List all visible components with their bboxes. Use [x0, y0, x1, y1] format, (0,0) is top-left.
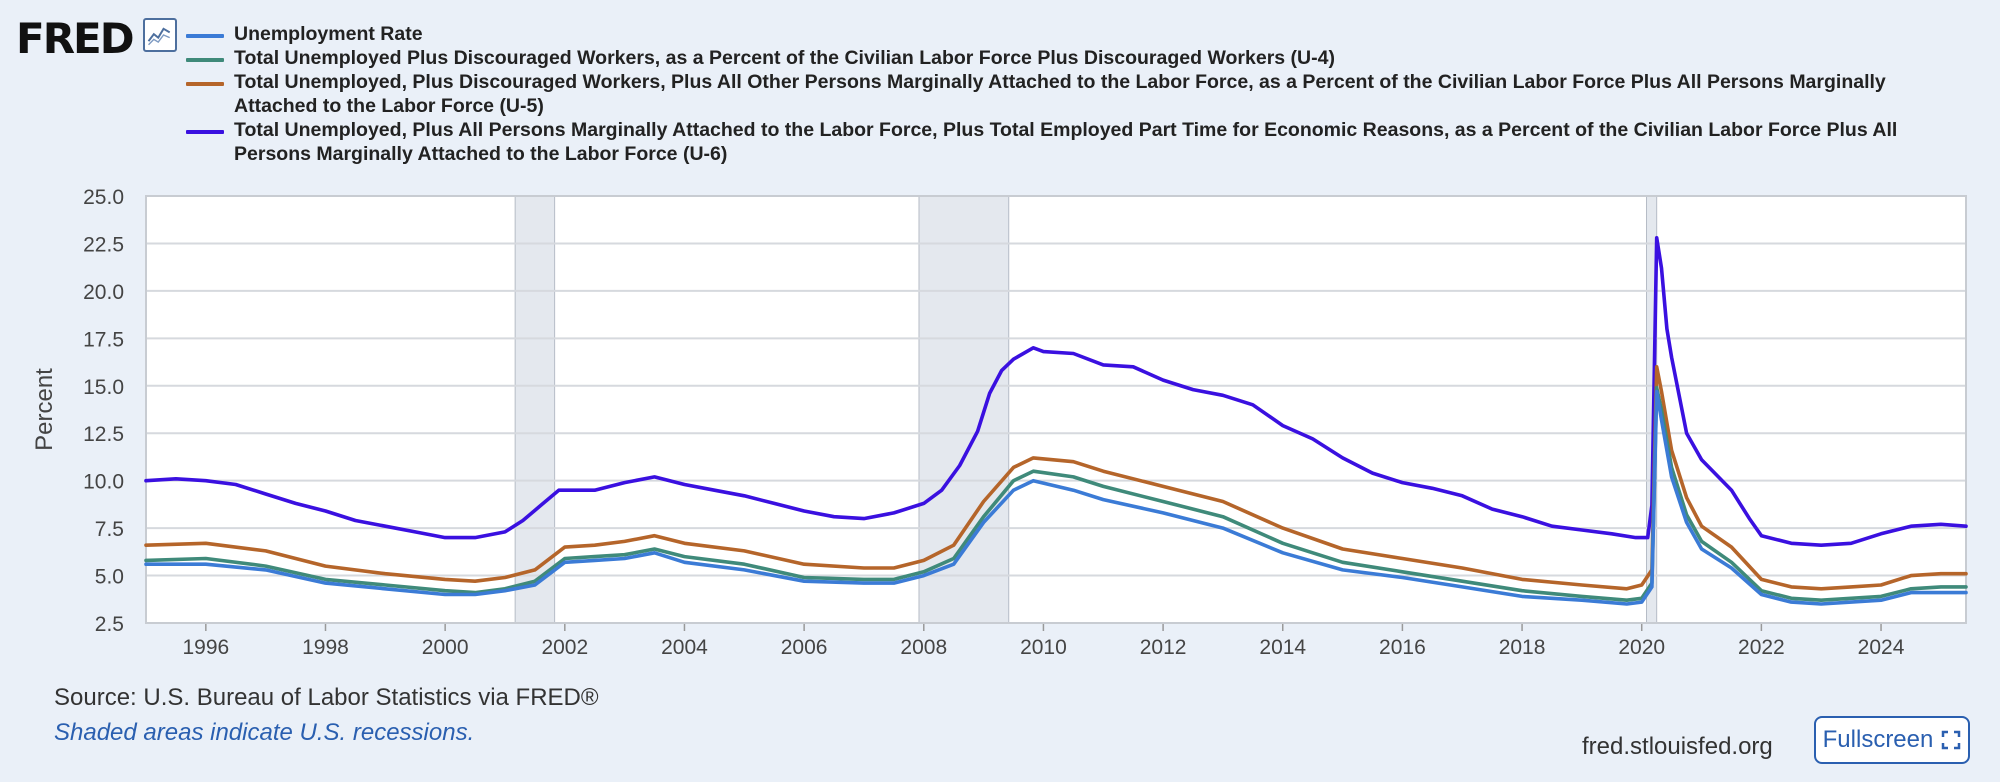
series-line-1 [144, 389, 1968, 606]
recession-band [918, 196, 1009, 623]
y-tick-label: 12.5 [83, 423, 124, 446]
site-url[interactable]: fred.stlouisfed.org [1582, 733, 1773, 760]
expand-icon [1942, 730, 1961, 750]
legend-label: Total Unemployed Plus Discouraged Worker… [234, 47, 1335, 69]
recession-note: Shaded areas indicate U.S. recessions. [54, 719, 475, 746]
y-axis-label: Percent [31, 368, 58, 451]
line-chart-icon [143, 18, 177, 52]
series-line-2 [144, 385, 1968, 602]
legend-item[interactable]: Unemployment Rate [186, 22, 1966, 46]
legend-swatch [186, 82, 224, 86]
plot-background [146, 196, 1966, 623]
x-tick-label: 2008 [900, 636, 947, 659]
legend-label: Total Unemployed, Plus All Persons Margi… [234, 119, 1898, 165]
source-note: Source: U.S. Bureau of Labor Statistics … [54, 684, 599, 711]
x-tick-label: 2024 [1858, 636, 1905, 659]
y-tick-label: 25.0 [83, 186, 124, 209]
y-tick-label: 20.0 [83, 281, 124, 304]
x-tick-label: 2022 [1738, 636, 1785, 659]
x-tick-label: 2012 [1140, 636, 1187, 659]
y-tick-label: 7.5 [95, 518, 124, 541]
y-tick-label: 22.5 [83, 233, 124, 256]
x-tick-label: 2014 [1259, 636, 1306, 659]
x-tick-label: 2016 [1379, 636, 1426, 659]
chart-legend: Unemployment Rate Total Unemployed Plus D… [186, 22, 1966, 166]
x-tick-label: 1996 [182, 636, 229, 659]
x-tick-label: 2020 [1618, 636, 1665, 659]
legend-swatch [186, 34, 224, 38]
y-tick-label: 5.0 [95, 566, 124, 589]
x-tick-label: 2000 [422, 636, 469, 659]
x-tick-label: 2002 [541, 636, 588, 659]
series-line-3 [144, 365, 1968, 591]
fullscreen-button[interactable]: Fullscreen [1814, 716, 1970, 764]
recession-band [1646, 196, 1657, 623]
x-tick-label: 1998 [302, 636, 349, 659]
legend-swatch [186, 130, 224, 134]
legend-label: Total Unemployed, Plus Discouraged Worke… [234, 71, 1886, 117]
fullscreen-label: Fullscreen [1822, 726, 1934, 753]
y-tick-label: 10.0 [83, 471, 124, 494]
legend-label: Unemployment Rate [234, 23, 423, 45]
recession-band [515, 196, 555, 623]
plot-border [145, 195, 1967, 624]
x-tick-label: 2018 [1499, 636, 1546, 659]
legend-item[interactable]: Total Unemployed, Plus All Persons Margi… [186, 118, 1966, 166]
series-line-4 [144, 236, 1968, 547]
legend-swatch [186, 58, 224, 62]
x-tick-label: 2004 [661, 636, 708, 659]
x-tick-label: 2006 [781, 636, 828, 659]
fred-logo[interactable]: FRED [16, 14, 135, 63]
x-tick-label: 2010 [1020, 636, 1067, 659]
legend-item[interactable]: Total Unemployed Plus Discouraged Worker… [186, 46, 1966, 70]
chart-header: FRED Unemployment Rate Total Unemployed P… [0, 0, 2000, 180]
y-tick-label: 17.5 [83, 328, 124, 351]
legend-item[interactable]: Total Unemployed, Plus Discouraged Worke… [186, 70, 1966, 118]
y-tick-label: 15.0 [83, 376, 124, 399]
y-tick-label: 2.5 [95, 613, 124, 636]
